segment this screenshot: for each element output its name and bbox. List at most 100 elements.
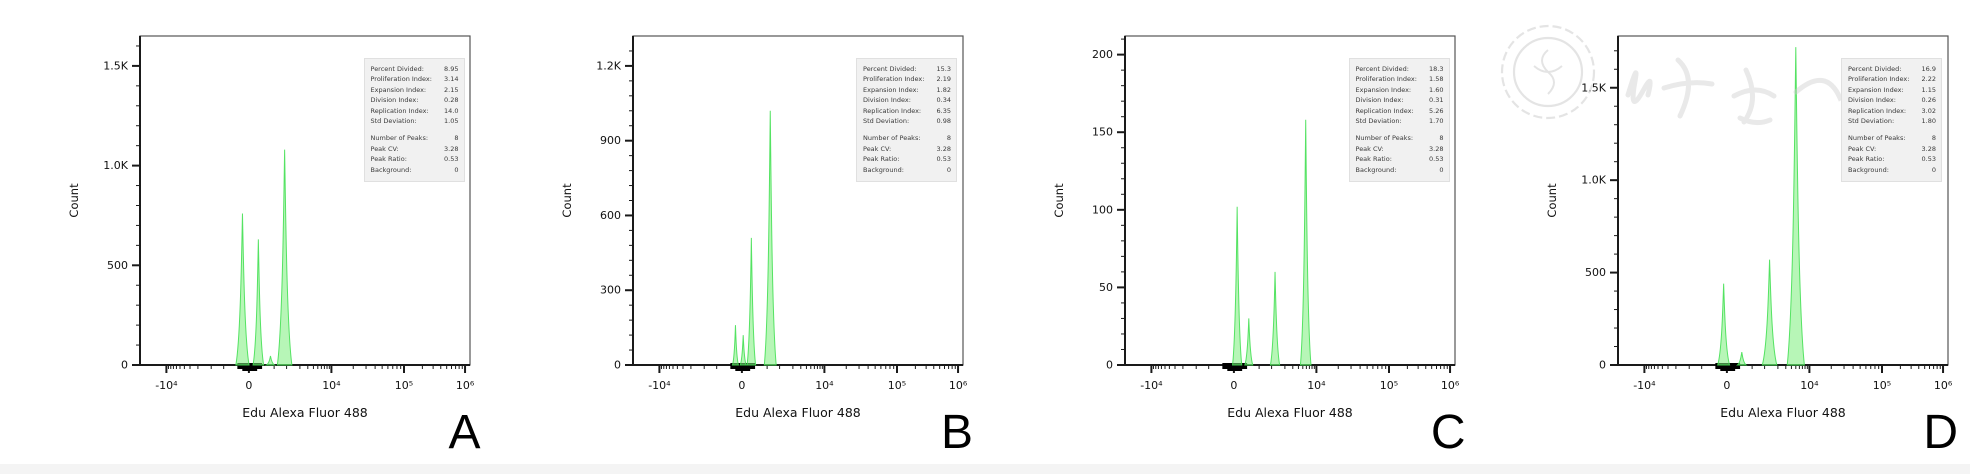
stats-row: Division Index: 0.26 [1848,95,1936,105]
stats-value: 1.15 [1921,85,1936,94]
stats-row: Division Index: 0.31 [1356,95,1444,105]
stats-value: 1.05 [444,116,459,125]
x-tick-label: 10⁴ [1307,379,1326,392]
stats-row: Percent Divided: 15.3 [863,64,951,74]
x-axis-label: Edu Alexa Fluor 488 [1720,405,1846,420]
y-tick-label: 500 [107,259,128,272]
stats-gap [371,126,459,133]
y-axis-label: Count [560,183,574,218]
stats-row: Number of Peaks: 8 [863,133,951,143]
stats-value: 0.31 [1429,96,1444,105]
stats-row: Replication Index: 14.0 [371,106,459,116]
stats-label: Peak CV: [863,144,892,153]
stats-row: Peak Ratio: 0.53 [1356,154,1444,164]
stats-label: Division Index: [1848,96,1896,105]
stats-row: Background: 0 [863,165,951,175]
stats-row: Percent Divided: 8.95 [371,64,459,74]
panel-letter: D [1923,406,1958,459]
x-tick-label: 10⁵ [887,379,905,392]
stats-label: Std Deviation: [1355,116,1402,125]
stats-row: Peak Ratio: 0.53 [863,154,951,164]
x-axis-label: Edu Alexa Fluor 488 [1227,405,1353,420]
x-tick-label: -10⁴ [1140,379,1163,392]
x-tick-label: -10⁴ [155,379,178,392]
stats-label: Percent Divided: [370,65,424,73]
stats-label: Expansion Index: [1848,85,1904,94]
stats-row: Background: 0 [1356,165,1444,175]
stats-value: 3.02 [1921,106,1936,115]
stats-label: Proliferation Index: [863,75,925,84]
stats-label: Replication Index: [863,106,922,115]
histogram-peak [1269,271,1281,366]
stats-value: 1.70 [1429,116,1444,125]
stats-label: Proliferation Index: [1848,75,1910,84]
stats-label: Number of Peaks: [863,134,921,143]
x-tick-label: 0 [738,379,745,392]
y-tick-label: 0 [614,359,621,372]
stats-row: Replication Index: 5.26 [1356,106,1444,116]
y-tick-label: 150 [1092,126,1113,139]
stats-label: Expansion Index: [370,85,427,94]
stats-row: Replication Index: 6.35 [863,106,951,116]
stats-label: Expansion Index: [1355,85,1412,94]
stats-row: Percent Divided: 18.3 [1356,64,1444,74]
stats-value: 1.82 [936,85,951,94]
stats-row: Expansion Index: 2.15 [371,85,459,95]
stats-label: Background: [863,165,904,174]
stats-row: Peak Ratio: 0.53 [1848,154,1936,164]
stats-label: Percent Divided: [1355,65,1409,73]
histogram-peak [276,149,293,366]
x-axis-label: Edu Alexa Fluor 488 [242,405,368,420]
stats-row: Proliferation Index: 1.58 [1356,74,1444,84]
stats-label: Number of Peaks: [1355,134,1414,143]
stats-label: Number of Peaks: [370,134,429,143]
histogram-peak [1299,119,1312,366]
panel-letter: B [940,406,973,459]
y-tick-label: 0 [121,359,128,372]
stats-row: Number of Peaks: 8 [1848,133,1936,143]
stats-row: Std Deviation: 1.05 [371,116,459,126]
y-tick-label: 1.0K [103,159,128,172]
stats-value: 0.28 [444,96,459,105]
histogram-peak [1231,206,1243,366]
stats-label: Peak Ratio: [1355,155,1392,164]
stats-label: Std Deviation: [1848,116,1895,125]
stats-label: Division Index: [370,96,419,105]
stats-value: 14.0 [444,106,459,115]
stats-label: Replication Index: [370,106,429,115]
histogram-peak [264,355,277,366]
stats-label: Replication Index: [1355,106,1414,115]
stats-row: Proliferation Index: 2.22 [1848,74,1936,84]
stats-label: Division Index: [1355,96,1404,105]
histogram-peak [252,239,265,366]
stats-row: Expansion Index: 1.82 [863,85,951,95]
figure-bottom-margin [0,464,1970,474]
y-tick-label: 1.5K [1581,81,1606,94]
y-tick-label: 0 [1599,359,1606,372]
y-tick-label: 500 [1585,266,1606,279]
baseline-event-cluster [242,368,258,371]
x-tick-label: -10⁴ [1633,379,1656,392]
stats-value: 0.53 [936,155,951,164]
stats-label: Std Deviation: [863,116,910,125]
stats-row: Number of Peaks: 8 [371,133,459,143]
stats-row: Background: 0 [1848,165,1936,175]
panel-letter: A [448,406,481,459]
y-tick-label: 50 [1099,281,1113,294]
stats-label: Peak CV: [1355,144,1384,153]
histogram-peak [235,213,250,366]
stats-row: Replication Index: 3.02 [1848,106,1936,116]
stats-row: Std Deviation: 0.98 [863,116,951,126]
stats-value: 1.80 [1921,116,1936,125]
stats-label: Proliferation Index: [1355,75,1417,84]
x-tick-label: 10⁵ [1872,379,1890,392]
histogram-peak [745,237,756,366]
stats-value: 16.9 [1921,65,1936,73]
stats-value: 0 [1931,165,1936,174]
stats-box: Percent Divided: 15.3 Proliferation Index:… [856,58,957,182]
baseline-event-cluster [1714,363,1740,369]
stats-label: Percent Divided: [1848,65,1902,73]
x-tick-label: 0 [245,379,252,392]
panel-letter: C [1430,406,1466,459]
